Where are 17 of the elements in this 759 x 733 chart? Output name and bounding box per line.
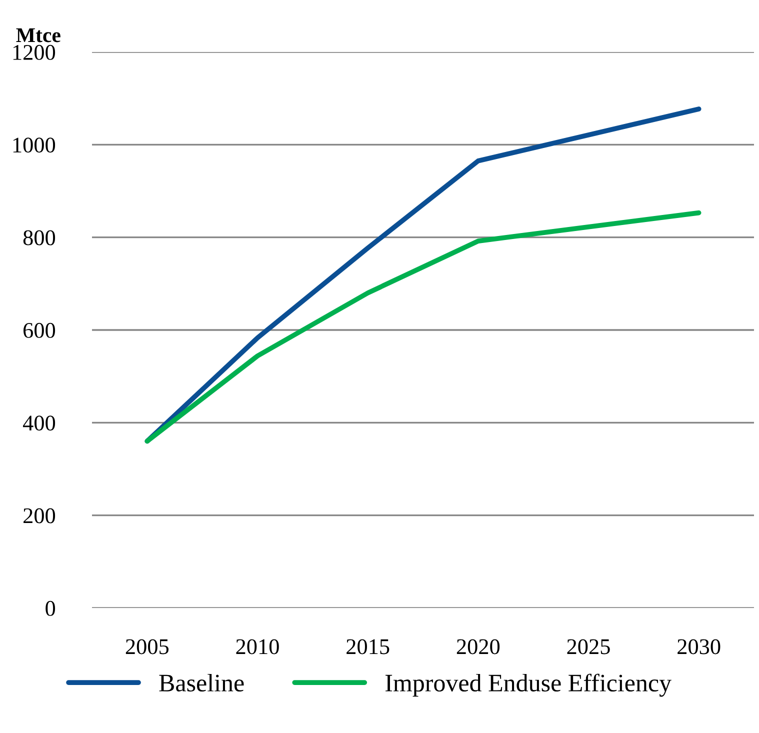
legend-label: Improved Enduse Efficiency xyxy=(386,674,672,697)
y-tick-label: 1200 xyxy=(13,44,56,60)
y-axis-title: Mtce xyxy=(16,28,60,42)
x-tick-label: 2025 xyxy=(567,639,610,654)
x-tick-label: 2015 xyxy=(346,639,390,654)
y-tick-label: 1000 xyxy=(13,138,56,153)
y-tick-label: 0 xyxy=(46,600,56,616)
x-tick-label: 2005 xyxy=(126,639,169,654)
x-tick-label: 2030 xyxy=(678,639,720,654)
legend-label: Baseline xyxy=(159,674,244,692)
y-tick-label: 400 xyxy=(22,416,56,431)
y-tick-label: 200 xyxy=(24,508,56,524)
y-tick-label: 600 xyxy=(24,322,56,338)
x-tick-label: 2010 xyxy=(236,639,279,654)
y-tick-label: 800 xyxy=(23,230,56,246)
line-series xyxy=(144,210,702,444)
x-tick-label: 2020 xyxy=(456,639,500,654)
